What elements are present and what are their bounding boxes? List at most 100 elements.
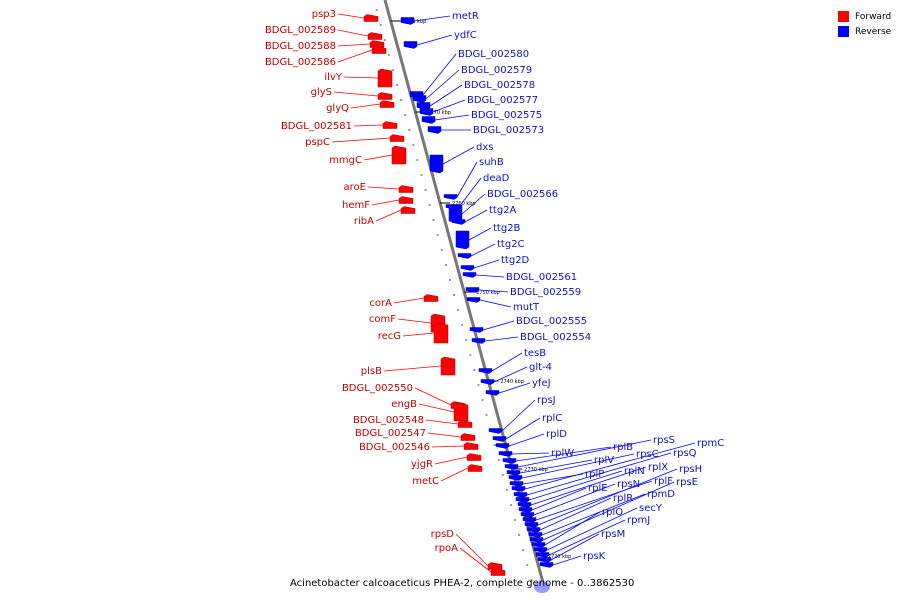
forward-gene-leader — [371, 199, 400, 206]
reverse-gene-label: BDGL_002579 — [461, 65, 532, 76]
reverse-gene-leader — [531, 487, 587, 511]
forward-gene-label: aroE — [344, 182, 366, 193]
reverse-gene-block — [513, 492, 528, 498]
reverse-gene-label: rplX — [648, 462, 668, 473]
reverse-gene-label: BDGL_002555 — [516, 316, 587, 327]
reverse-gene-leader — [493, 366, 528, 383]
reverse-gene-label: rpsH — [679, 464, 702, 475]
reverse-gene-block — [529, 537, 544, 543]
forward-swatch — [838, 11, 849, 22]
reverse-gene-label: rplC — [542, 413, 562, 424]
forward-gene-leader — [431, 445, 465, 448]
reverse-gene-leader — [475, 274, 505, 278]
reverse-gene-leader — [519, 459, 593, 474]
reverse-gene-block — [419, 108, 434, 116]
reverse-gene-leader — [422, 53, 457, 96]
reverse-gene-block — [492, 436, 507, 442]
reverse-gene-leader — [434, 114, 470, 121]
reverse-gene-block — [522, 517, 537, 523]
forward-gene-block — [369, 40, 385, 48]
forward-gene-label: BDGL_002586 — [265, 57, 336, 68]
tick-label: 2740 kbp — [500, 379, 524, 385]
reverse-gene-label: rplP — [585, 469, 604, 480]
reverse-gene-label: BDGL_002561 — [506, 272, 577, 283]
reverse-gene-leader — [524, 442, 696, 490]
forward-gene-block — [367, 32, 383, 40]
reverse-gene-leader — [461, 193, 486, 215]
reverse-gene-label: secY — [639, 503, 663, 514]
reverse-gene-block — [520, 512, 535, 518]
reverse-gene-label: BDGL_002575 — [471, 110, 542, 121]
forward-gene-leader — [418, 403, 455, 413]
legend: Forward Reverse — [838, 9, 891, 39]
reverse-gene-block — [460, 265, 475, 271]
genome-caption: Acinetobacter calcoaceticus PHEA-2, comp… — [290, 578, 635, 589]
reverse-gene-leader — [521, 453, 635, 479]
reverse-gene-block — [524, 522, 539, 528]
forward-gene-block — [423, 294, 439, 302]
reverse-gene-label: dxs — [476, 142, 493, 153]
reverse-gene-label: rpsK — [583, 551, 606, 562]
reverse-gene-label: rplE — [588, 483, 608, 494]
reverse-gene-block — [502, 458, 517, 464]
reverse-gene-block — [535, 552, 550, 558]
forward-gene-leader — [397, 318, 432, 324]
reverse-gene-block — [504, 464, 519, 470]
reverse-gene-leader — [479, 299, 512, 308]
tick-label: 2750 kbp — [476, 290, 500, 296]
reverse-gene-block — [517, 502, 532, 508]
forward-gene-leader — [375, 209, 402, 222]
reverse-gene-block — [412, 95, 427, 103]
forward-gene-block — [371, 46, 387, 54]
forward-gene-label: ribA — [354, 216, 374, 227]
genome-backbone — [383, 0, 547, 591]
reverse-gene-label: BDGL_002577 — [467, 95, 538, 106]
forward-gene-block — [433, 322, 449, 344]
forward-gene-label: yjgR — [411, 459, 433, 470]
forward-gene-leader — [363, 154, 393, 161]
forward-gene-block — [463, 442, 479, 450]
reverse-gene-leader — [484, 336, 519, 342]
reverse-gene-leader — [425, 69, 460, 100]
reverse-gene-block — [466, 297, 481, 303]
reverse-gene-label: rpsC — [636, 449, 659, 460]
forward-gene-label: glyS — [311, 87, 332, 98]
reverse-gene-block — [518, 507, 533, 513]
tick-label: 2760 kbp — [452, 201, 476, 207]
tick-label: 2770 kbp — [427, 110, 451, 116]
reverse-gene-leader — [505, 417, 541, 440]
reverse-gene-label: ydfC — [454, 30, 477, 41]
reverse-gene-label: ttg2A — [489, 205, 517, 216]
forward-gene-leader — [434, 456, 468, 465]
forward-gene-leader — [440, 467, 469, 482]
reverse-gene-leader — [537, 468, 678, 526]
forward-gene-block — [377, 92, 393, 100]
forward-gene-label: BDGL_002581 — [281, 121, 352, 132]
reverse-gene-block — [515, 497, 530, 503]
forward-gene-leader — [367, 186, 400, 190]
reverse-gene-leader — [515, 446, 612, 462]
forward-gene-block — [379, 100, 395, 108]
forward-gene-leader — [414, 387, 452, 406]
forward-gene-block — [490, 568, 506, 576]
reverse-gene-leader — [517, 439, 652, 468]
reverse-gene-block — [443, 194, 458, 200]
reverse-gene-block — [506, 470, 521, 476]
forward-gene-leader — [459, 547, 492, 573]
reverse-gene-label: BDGL_002554 — [520, 332, 591, 343]
reverse-gene-block — [478, 368, 493, 374]
reverse-gene-block — [469, 327, 484, 333]
reverse-gene-leader — [552, 555, 582, 566]
reverse-gene-leader — [530, 466, 647, 506]
forward-gene-block — [382, 121, 398, 129]
reverse-gene-leader — [508, 433, 545, 447]
forward-gene-label: BDGL_002588 — [265, 41, 336, 52]
forward-gene-label: corA — [369, 298, 392, 309]
reverse-gene-leader — [442, 146, 475, 165]
forward-gene-leader — [402, 332, 435, 337]
reverse-gene-label: BDGL_002578 — [464, 80, 535, 91]
reverse-gene-block — [508, 475, 523, 481]
reverse-gene-label: rpsE — [676, 477, 698, 488]
legend-reverse: Reverse — [838, 24, 891, 39]
forward-gene-label: BDGL_002548 — [353, 415, 424, 426]
